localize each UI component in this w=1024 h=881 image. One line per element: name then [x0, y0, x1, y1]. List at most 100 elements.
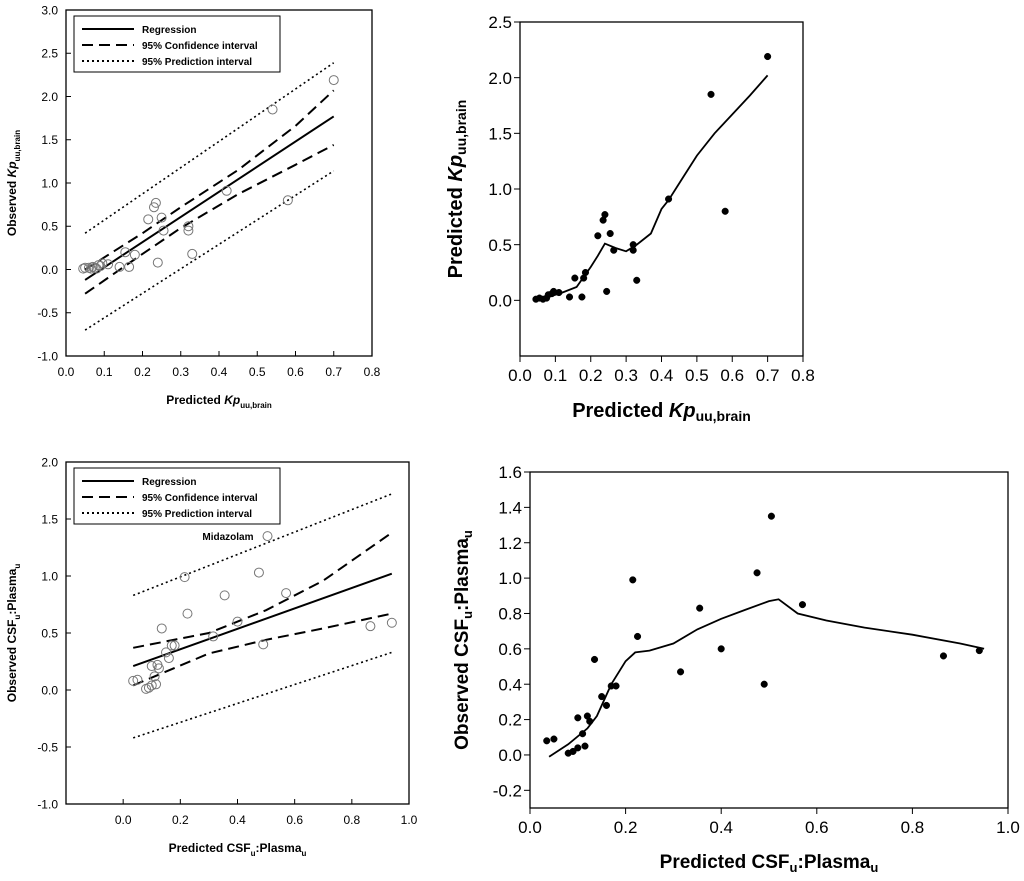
x-tick-label: 0.1 — [544, 366, 568, 385]
y-tick-label: 0.6 — [498, 640, 522, 659]
label-part: uu,brain — [240, 401, 272, 410]
y-tick-label: 0.4 — [498, 675, 522, 694]
label-part: :Plasma — [452, 538, 473, 611]
data-point — [183, 221, 194, 232]
data-point — [151, 679, 162, 690]
legend: Regression 95% Confidence interval 95% Pre… — [73, 15, 281, 73]
label-part: uu,brain — [13, 130, 22, 162]
label-part: :Plasma — [5, 568, 19, 614]
y-tick-label: -0.5 — [37, 306, 58, 320]
y-tick-label: 1.0 — [41, 176, 58, 190]
data-point — [598, 693, 606, 701]
y-tick-label: -1.0 — [37, 349, 58, 363]
legend-entry: 95% Prediction interval — [142, 57, 252, 68]
data-point — [665, 195, 673, 203]
data-point — [717, 645, 725, 653]
chart-p1: 0.0 0.1 0.2 0.3 0.4 0.5 0.6 0.7 0.8 -1.0 -0.5 0.0 0.… — [5, 3, 381, 410]
data-point — [677, 668, 685, 676]
legend-entry: Regression — [142, 25, 196, 36]
data-point — [721, 207, 729, 215]
chart-p2: 0.0 0.1 0.2 0.3 0.4 0.5 0.6 0.7 0.8 0.0 0.5 1.0 1.5 2… — [445, 13, 815, 424]
data-point — [629, 576, 637, 584]
regression-line — [132, 572, 393, 668]
data-point — [258, 639, 269, 650]
x-tick-label: 0.4 — [709, 818, 733, 837]
data-point — [97, 258, 108, 269]
y-tick-label: -1.0 — [37, 797, 58, 811]
label-part: u — [13, 615, 22, 620]
data-point — [114, 261, 125, 272]
y-axis-label: Observed Kpuu,brain — [5, 130, 22, 236]
x-tick-label: 0.2 — [134, 365, 151, 379]
pi-lower-line — [84, 170, 335, 331]
data-point — [158, 225, 169, 236]
x-tick-label: 0.6 — [805, 818, 829, 837]
data-point — [253, 567, 264, 578]
x-axis-label: Predicted CSFu:Plasmau — [660, 852, 879, 875]
label-part: u — [790, 860, 798, 875]
data-point — [578, 293, 586, 301]
data-point — [281, 588, 292, 599]
data-point — [555, 288, 563, 297]
x-tick-label: 0.4 — [211, 365, 228, 379]
x-tick-label: 0.4 — [229, 813, 246, 827]
x-tick-label: 0.7 — [325, 365, 342, 379]
legend-entry: 95% Confidence interval — [142, 41, 258, 52]
y-tick-label: 1.6 — [498, 463, 522, 482]
y-tick-label: 0.0 — [41, 263, 58, 277]
label-part: Kp — [5, 161, 19, 177]
y-tick-label: 0.0 — [41, 683, 58, 697]
data-point — [187, 248, 198, 259]
chart-p3: 0.0 0.2 0.4 0.6 0.8 1.0 -1.0 -0.5 0.0 0.5 1.0 1.5 2.… — [5, 455, 418, 858]
annotation-midazolam: Midazolam — [202, 532, 253, 543]
data-point — [386, 617, 397, 628]
data-point — [328, 75, 339, 86]
data-point — [282, 195, 293, 206]
label-part: :Plasma — [798, 852, 871, 873]
y-tick-label: 0.0 — [488, 291, 512, 310]
plot-frame — [529, 471, 1009, 809]
data-point — [179, 572, 190, 583]
label-part: u — [251, 849, 256, 858]
ci-upper-line — [133, 531, 393, 649]
y-tick-label: 2.0 — [41, 90, 58, 104]
data-point — [975, 647, 983, 655]
pi-upper-line — [132, 493, 393, 597]
chart-p4: 0.0 0.2 0.4 0.6 0.8 1.0 -0.2 0.0 0.2 0.4 0.6 0.8 1.0… — [452, 463, 1020, 875]
data-point — [149, 671, 160, 682]
x-tick-label: 0.7 — [756, 366, 780, 385]
x-tick-label: 0.6 — [720, 366, 744, 385]
y-tick-label: 1.5 — [41, 133, 58, 147]
data-point — [163, 653, 174, 664]
x-tick-label: 1.0 — [401, 813, 418, 827]
label-part: Predicted — [166, 393, 224, 407]
data-point — [543, 737, 551, 745]
x-tick-label: 0.0 — [518, 818, 542, 837]
y-tick-label: 1.0 — [41, 569, 58, 583]
smoother-line — [535, 74, 769, 302]
data-point — [696, 604, 704, 612]
y-axis-label: Predicted Kpuu,brain — [445, 100, 469, 279]
data-point — [574, 744, 582, 752]
data-point — [103, 259, 114, 270]
legend-entry: 95% Prediction interval — [142, 509, 252, 520]
data-point — [182, 608, 193, 619]
y-axis-label: Observed CSFu:Plasmau — [452, 530, 475, 750]
data-point — [208, 631, 219, 642]
y-tick-label: 2.0 — [488, 69, 512, 88]
data-point — [606, 229, 614, 238]
data-point — [124, 261, 135, 272]
ci-lower-line — [84, 144, 335, 295]
y-tick-label: 1.0 — [488, 180, 512, 199]
x-tick-label: 0.3 — [614, 366, 638, 385]
data-point — [128, 675, 139, 686]
data-point — [365, 621, 376, 632]
data-point — [610, 246, 618, 254]
x-tick-label: 0.2 — [579, 366, 603, 385]
data-point — [629, 241, 637, 249]
data-point — [550, 735, 558, 743]
data-point — [612, 682, 620, 690]
data-point — [581, 268, 589, 277]
x-tick-label: 0.2 — [614, 818, 638, 837]
y-tick-label: 2.5 — [488, 13, 512, 32]
